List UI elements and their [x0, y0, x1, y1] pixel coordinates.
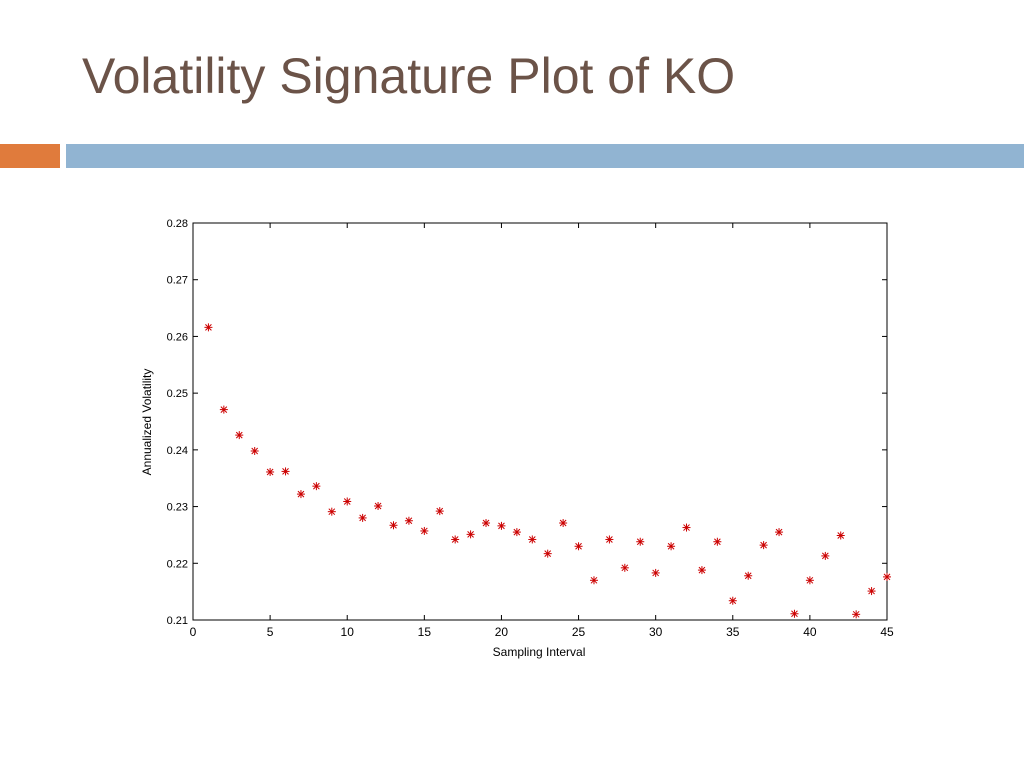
data-point — [281, 467, 290, 476]
data-point — [512, 528, 521, 537]
x-tick-label: 5 — [267, 625, 274, 639]
data-point — [204, 323, 213, 332]
x-tick-label: 0 — [190, 625, 197, 639]
data-point — [343, 497, 352, 506]
data-point — [821, 551, 830, 560]
data-point — [296, 490, 305, 499]
x-tick-label: 25 — [572, 625, 586, 639]
data-point — [250, 446, 259, 455]
y-axis-ticks: 0.21 0.22 0.23 0.24 0.25 0.26 0.27 0.28 — [167, 218, 887, 627]
data-point — [389, 521, 398, 530]
data-point — [867, 587, 876, 596]
slide-title: Volatility Signature Plot of KO — [82, 48, 736, 104]
data-point — [374, 502, 383, 511]
y-tick-label: 0.21 — [167, 615, 188, 627]
data-point — [451, 535, 460, 544]
y-tick-label: 0.24 — [167, 445, 188, 457]
y-axis-label: Annualized Volatility — [140, 369, 154, 476]
x-tick-label: 40 — [803, 625, 817, 639]
data-point — [728, 596, 737, 605]
data-point — [528, 535, 537, 544]
x-axis-label: Sampling Interval — [493, 645, 586, 659]
data-point — [790, 609, 799, 618]
x-tick-label: 20 — [495, 625, 509, 639]
x-tick-label: 45 — [880, 625, 894, 639]
data-point — [466, 530, 475, 539]
data-point — [559, 519, 568, 528]
data-point — [420, 526, 429, 535]
x-axis-ticks: 0 5 10 15 20 25 30 35 40 45 — [190, 223, 894, 639]
data-point — [697, 566, 706, 575]
data-point — [713, 537, 722, 546]
data-point — [266, 467, 275, 476]
data-point — [589, 576, 598, 585]
data-point — [759, 541, 768, 550]
data-point — [852, 610, 861, 619]
y-tick-label: 0.22 — [167, 558, 188, 570]
data-point — [682, 523, 691, 532]
data-point — [404, 516, 413, 525]
accent-bar — [0, 144, 60, 168]
data-point — [651, 568, 660, 577]
data-point — [219, 405, 228, 414]
data-point — [235, 431, 244, 440]
data-point — [636, 537, 645, 546]
data-point — [605, 535, 614, 544]
y-tick-label: 0.28 — [167, 218, 188, 230]
data-points — [204, 323, 891, 619]
y-tick-label: 0.27 — [167, 275, 188, 287]
data-point — [836, 531, 845, 540]
y-tick-label: 0.26 — [167, 331, 188, 343]
x-tick-label: 15 — [418, 625, 432, 639]
data-point — [312, 482, 321, 491]
x-tick-label: 10 — [341, 625, 355, 639]
data-point — [620, 563, 629, 572]
y-tick-label: 0.25 — [167, 388, 188, 400]
data-point — [543, 549, 552, 558]
x-tick-label: 30 — [649, 625, 663, 639]
data-point — [805, 576, 814, 585]
data-point — [435, 507, 444, 516]
plot-area — [192, 222, 888, 621]
data-point — [775, 528, 784, 537]
data-point — [482, 519, 491, 528]
data-point — [883, 572, 891, 581]
data-point — [574, 542, 583, 551]
y-tick-label: 0.23 — [167, 502, 188, 514]
data-point — [744, 571, 753, 580]
plot-frame — [192, 222, 888, 621]
data-point — [327, 507, 336, 516]
data-point — [667, 542, 676, 551]
header-divider-bar — [66, 144, 1024, 168]
x-tick-label: 35 — [726, 625, 740, 639]
data-point — [358, 513, 367, 522]
data-point — [497, 521, 506, 530]
